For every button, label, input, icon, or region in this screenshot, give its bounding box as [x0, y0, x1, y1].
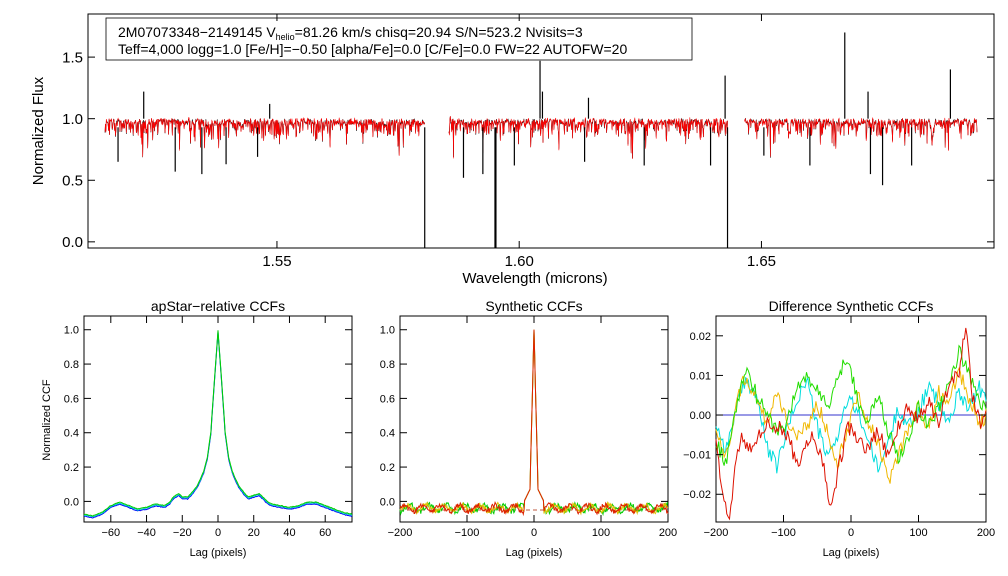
apstar-ccf-xtick-label: 60 [319, 527, 331, 539]
difference-ccf-series-line [715, 344, 987, 466]
spectrum-xtick-label: 1.60 [505, 253, 534, 270]
synthetic-ccf-title: Synthetic CCFs [485, 298, 582, 314]
header-vhelio-subscript: helio [276, 32, 295, 42]
difference-ccf-series-line [715, 327, 987, 521]
difference-ccf-xtick-label: 0 [848, 527, 854, 539]
synthetic-ccf-axes: −200 −100 0 100 200 0.0 0.2 0.4 0.6 0.8 1.0 [380, 316, 677, 539]
apstar-ccf-xlabel: Lag (pixels) [190, 547, 247, 559]
spectrum-xtick-label: 1.55 [262, 253, 291, 270]
spectrum-xlabel: Wavelength (microns) [462, 270, 607, 287]
header-line-2: Teff=4,000 logg=1.0 [Fe/H]=−0.50 [alpha/… [118, 41, 627, 57]
difference-ccf-xtick-label: −200 [704, 527, 729, 539]
apstar-ccf-xtick-label: 20 [248, 527, 260, 539]
synthetic-ccf-series-line [399, 329, 669, 517]
difference-ccf-curves [715, 327, 987, 521]
header-box [105, 17, 693, 61]
apstar-ccf-ytick-label: 0.8 [64, 359, 79, 371]
apstar-ccf-series-line [83, 331, 353, 518]
difference-ccf-ytick-label: 0.02 [690, 331, 711, 343]
synthetic-ccf-xtick-label: −100 [455, 527, 480, 539]
spectrum-ytick-label: 0.0 [62, 234, 83, 251]
spectrum-ytick-label: 1.0 [62, 111, 83, 128]
synthetic-ccf-curves [399, 329, 669, 517]
synthetic-ccf-xtick-label: 200 [659, 527, 677, 539]
difference-ccf-axes: −200 −100 0 100 200 −0.02 −0.01 0.00 0.01 0.02 [683, 316, 995, 539]
difference-ccf-ytick-label: −0.02 [683, 489, 711, 501]
apstar-ccf-xtick-label: −40 [137, 527, 156, 539]
difference-ccf-title: Difference Synthetic CCFs [769, 298, 934, 314]
apstar-ccf-ytick-label: 0.2 [64, 462, 79, 474]
apstar-ccf-xtick-label: −60 [101, 527, 120, 539]
apstar-ccf-ylabel: Normalized CCF [41, 379, 53, 461]
synthetic-ccf-panel: Synthetic CCFs −200 −100 0 100 200 0.0 0.2 0.4 0… [380, 298, 677, 559]
difference-ccf-panel: Difference Synthetic CCFs −200 −100 0 100 20… [683, 298, 995, 559]
spectrum-panel: 2M07073348−2149145 Vhelio=81.26 km/s chi… [30, 13, 995, 287]
difference-ccf-xlabel: Lag (pixels) [823, 547, 880, 559]
apstar-ccf-series-line [83, 330, 353, 517]
apstar-ccf-xtick-label: −20 [173, 527, 192, 539]
apstar-ccf-ytick-label: 0.6 [64, 393, 79, 405]
synthetic-ccf-xtick-label: 0 [531, 527, 537, 539]
header-vhelio-label: V [266, 24, 276, 40]
header-vhelio-value: =81.26 km/s [295, 24, 372, 40]
synthetic-ccf-ytick-label: 0.6 [380, 393, 395, 405]
spectrum-xtick-label: 1.65 [747, 253, 776, 270]
apstar-ccf-series-line [83, 332, 353, 519]
difference-ccf-ytick-label: 0.00 [690, 410, 711, 422]
synthetic-ccf-ytick-label: 0.4 [380, 428, 395, 440]
apstar-ccf-curves [83, 330, 353, 519]
spectrum-model-segment [448, 116, 728, 159]
apstar-ccf-title: apStar−relative CCFs [151, 298, 285, 314]
apstar-ccf-axes: −60 −40 −20 0 20 40 60 0.0 0.2 0.4 0.6 0.8 1.0 [64, 316, 352, 539]
apstar-ccf-xtick-label: 40 [283, 527, 295, 539]
spectrum-model-segment [744, 116, 978, 157]
header-stats: chisq=20.94 S/N=523.2 Nvisits=3 [375, 24, 583, 40]
difference-ccf-ytick-label: 0.01 [690, 370, 711, 382]
difference-ccf-ytick-label: −0.01 [683, 450, 711, 462]
synthetic-ccf-ytick-label: 0.8 [380, 359, 395, 371]
apstar-ccf-ytick-label: 0.4 [64, 428, 79, 440]
synthetic-ccf-series-line [399, 329, 669, 516]
synthetic-ccf-xtick-label: −200 [388, 527, 413, 539]
apstar-ccf-panel: apStar−relative CCFs −60 −40 −20 0 20 40 60 0.0… [41, 298, 353, 559]
spectrum-axes: 1.55 1.60 1.65 0.0 0.5 1.0 1.5 [62, 14, 994, 270]
spectrum-model-segment [104, 116, 425, 157]
difference-ccf-xtick-label: 100 [909, 527, 927, 539]
apstar-ccf-frame [83, 315, 353, 523]
spectrum-plot-frame [87, 13, 995, 249]
spectrum-ylabel: Normalized Flux [30, 76, 47, 185]
difference-ccf-xtick-label: −100 [771, 527, 796, 539]
header-object: 2M07073348−2149145 [118, 24, 263, 40]
apstar-ccf-ytick-label: 0.0 [64, 496, 79, 508]
synthetic-ccf-xtick-label: 100 [592, 527, 610, 539]
spectrum-lines [104, 32, 978, 248]
difference-ccf-xtick-label: 200 [977, 527, 995, 539]
synthetic-ccf-series-line [399, 329, 669, 517]
spectrum-ytick-label: 0.5 [62, 173, 83, 190]
synthetic-ccf-ytick-label: 0.0 [380, 496, 395, 508]
header-line-1: 2M07073348−2149145 Vhelio=81.26 km/s chi… [118, 24, 583, 42]
spectrum-ytick-label: 1.5 [62, 50, 83, 67]
synthetic-ccf-xlabel: Lag (pixels) [506, 547, 563, 559]
synthetic-ccf-ytick-label: 0.2 [380, 462, 395, 474]
synthetic-ccf-ytick-label: 1.0 [380, 325, 395, 337]
apstar-ccf-xtick-label: 0 [215, 527, 221, 539]
apstar-ccf-ytick-label: 1.0 [64, 325, 79, 337]
